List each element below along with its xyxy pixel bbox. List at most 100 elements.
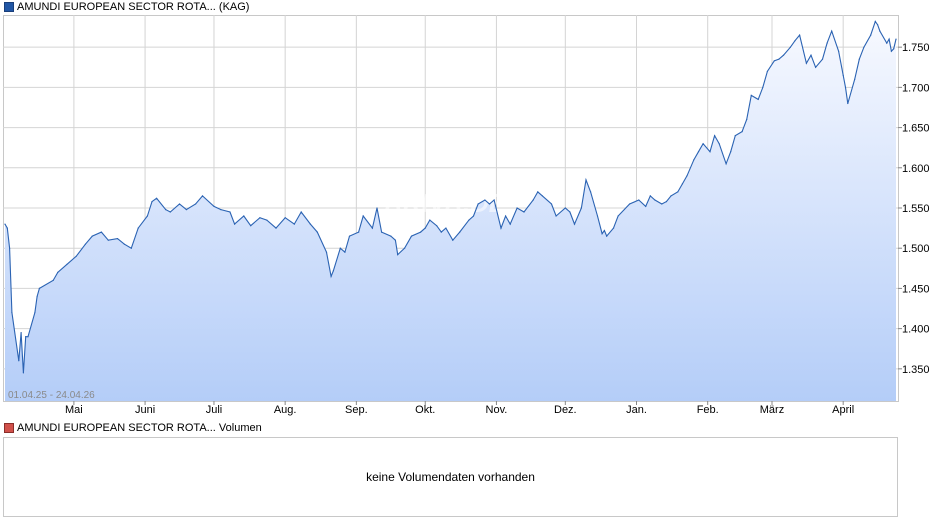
data-point bbox=[725, 163, 727, 165]
data-point bbox=[612, 227, 615, 229]
volume-series-name: AMUNDI EUROPEAN SECTOR ROTA... bbox=[17, 422, 216, 434]
data-point bbox=[697, 151, 700, 153]
data-point bbox=[550, 203, 553, 205]
data-point bbox=[815, 66, 817, 68]
data-point bbox=[390, 235, 392, 237]
data-point bbox=[677, 191, 679, 193]
data-point bbox=[762, 86, 764, 88]
x-tick-label: Juni bbox=[135, 404, 155, 416]
data-point bbox=[36, 295, 38, 298]
data-point bbox=[874, 20, 876, 22]
data-point bbox=[420, 231, 422, 233]
data-point bbox=[799, 34, 801, 36]
data-point bbox=[877, 24, 879, 26]
data-point bbox=[730, 151, 732, 153]
data-point bbox=[709, 151, 711, 153]
data-point bbox=[195, 203, 197, 205]
data-point bbox=[847, 102, 849, 105]
data-point bbox=[52, 279, 54, 281]
data-point bbox=[332, 270, 334, 272]
data-point bbox=[75, 255, 77, 257]
data-point bbox=[686, 175, 688, 177]
data-point bbox=[537, 191, 539, 193]
data-point bbox=[789, 46, 792, 48]
data-point bbox=[381, 231, 383, 233]
data-point bbox=[842, 74, 844, 76]
data-point bbox=[649, 195, 651, 197]
data-point bbox=[151, 201, 153, 203]
data-point bbox=[459, 231, 461, 233]
y-tick-label: 1.650 bbox=[902, 123, 930, 135]
volume-panel: keine Volumendaten vorhanden bbox=[3, 437, 898, 517]
data-point bbox=[156, 197, 158, 199]
data-point bbox=[488, 203, 491, 205]
data-point bbox=[472, 215, 475, 217]
data-point bbox=[137, 227, 139, 229]
data-point bbox=[22, 372, 24, 374]
data-point bbox=[25, 336, 27, 338]
y-tick-label: 1.750 bbox=[902, 42, 930, 54]
data-point bbox=[477, 203, 479, 205]
x-tick-label: Okt. bbox=[415, 404, 435, 416]
data-point bbox=[805, 62, 808, 64]
data-point bbox=[863, 46, 865, 48]
price-legend: AMUNDI EUROPEAN SECTOR ROTA... (KAG) bbox=[4, 0, 249, 14]
no-volume-message: keine Volumendaten vorhanden bbox=[366, 470, 535, 484]
x-axis-ticks: Mai Juni Juli Aug. Sep. Okt. Nov. Dez. Jan. Feb. M… bbox=[65, 401, 854, 416]
data-point bbox=[213, 205, 215, 207]
data-point bbox=[484, 199, 486, 201]
data-point bbox=[100, 231, 102, 233]
data-point bbox=[794, 40, 796, 42]
date-range-label: 01.04.25 - 24.04.26 bbox=[8, 390, 95, 401]
data-point bbox=[681, 183, 684, 185]
y-tick-label: 1.550 bbox=[902, 203, 930, 215]
data-point bbox=[854, 78, 856, 80]
data-point bbox=[596, 215, 599, 217]
data-point bbox=[243, 215, 245, 217]
data-point bbox=[895, 38, 897, 40]
data-point bbox=[702, 143, 704, 145]
watermark: ARIVA.DE bbox=[383, 188, 507, 218]
price-area-fill bbox=[5, 21, 896, 402]
data-point bbox=[778, 58, 780, 60]
data-point bbox=[601, 233, 603, 235]
data-point bbox=[397, 254, 399, 256]
data-point bbox=[38, 287, 41, 289]
x-tick-label: Juli bbox=[206, 404, 223, 416]
data-point bbox=[452, 239, 454, 241]
price-points bbox=[4, 20, 897, 374]
data-point bbox=[300, 211, 302, 213]
data-point bbox=[773, 60, 775, 62]
data-point bbox=[440, 231, 442, 233]
data-point bbox=[523, 211, 525, 213]
data-point bbox=[603, 229, 606, 232]
data-point bbox=[585, 179, 587, 181]
data-point bbox=[91, 235, 93, 237]
data-point bbox=[638, 199, 640, 201]
data-point bbox=[4, 223, 6, 225]
x-tick-label: März bbox=[760, 404, 784, 416]
data-point bbox=[57, 271, 59, 273]
data-point bbox=[284, 217, 286, 219]
data-point bbox=[234, 223, 236, 225]
data-point bbox=[617, 215, 619, 217]
y-tick-label: 1.450 bbox=[902, 283, 930, 295]
volume-series-suffix: Volumen bbox=[218, 422, 262, 434]
data-point bbox=[250, 225, 252, 227]
data-point bbox=[146, 215, 148, 217]
data-point bbox=[826, 42, 828, 44]
x-tick-label: Jan. bbox=[626, 404, 647, 416]
x-tick-label: Dez. bbox=[554, 404, 577, 416]
data-point bbox=[858, 58, 860, 60]
data-point bbox=[358, 231, 360, 233]
data-point bbox=[66, 263, 68, 265]
data-point bbox=[718, 143, 720, 145]
price-series-name: AMUNDI EUROPEAN SECTOR ROTA... bbox=[17, 1, 216, 13]
data-point bbox=[569, 211, 571, 213]
data-point bbox=[362, 215, 364, 217]
data-point bbox=[555, 215, 557, 217]
data-point bbox=[831, 30, 833, 32]
data-point bbox=[20, 332, 22, 334]
data-point bbox=[670, 195, 672, 197]
data-point bbox=[275, 227, 277, 229]
